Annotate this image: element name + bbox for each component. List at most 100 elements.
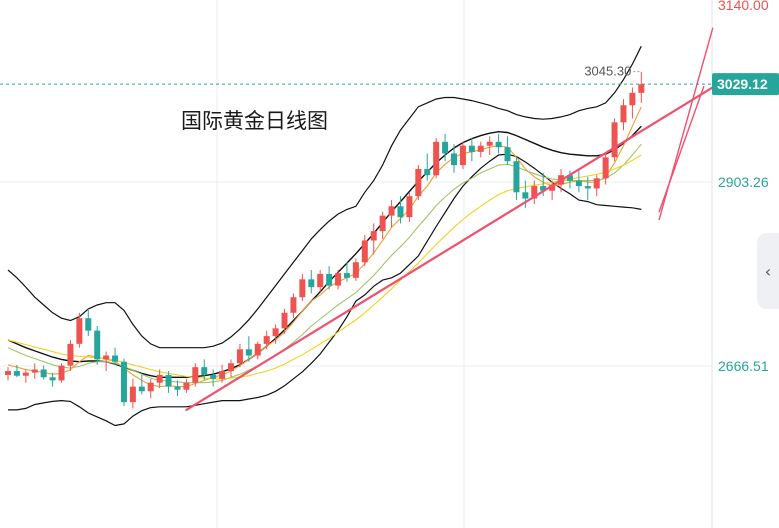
high-marker: 3045.30 xyxy=(584,64,642,79)
candle-body xyxy=(486,141,493,146)
candle xyxy=(290,293,297,319)
candle-body xyxy=(112,355,119,362)
bollinger-bands xyxy=(7,45,642,427)
candle xyxy=(129,378,136,409)
candle xyxy=(138,374,145,395)
candle xyxy=(424,153,431,181)
candle-body xyxy=(263,336,270,344)
candle-body xyxy=(85,318,92,331)
candle xyxy=(486,136,493,156)
candle-body xyxy=(129,386,136,403)
candle xyxy=(94,325,101,365)
candle xyxy=(549,180,556,201)
candle-body xyxy=(58,365,65,381)
candle-body xyxy=(94,330,101,360)
candle-body xyxy=(326,273,333,286)
candle xyxy=(629,87,636,119)
candle xyxy=(13,364,20,378)
candle xyxy=(299,273,306,302)
candle-body xyxy=(602,157,609,179)
candle-body xyxy=(540,186,547,191)
candle xyxy=(201,359,208,381)
candle xyxy=(245,336,252,362)
candle xyxy=(602,153,609,185)
chart-title: 国际黄金日线图 xyxy=(181,109,328,133)
candle xyxy=(575,170,582,193)
candle-body xyxy=(352,262,359,278)
candle-body xyxy=(13,371,20,376)
candle xyxy=(451,144,457,173)
candle xyxy=(379,211,386,239)
candle-body xyxy=(495,141,502,148)
candle xyxy=(58,363,65,383)
candle xyxy=(584,176,591,201)
candle xyxy=(76,312,83,348)
candle-body xyxy=(76,318,83,344)
candle-body xyxy=(236,349,243,364)
candle-body xyxy=(103,355,110,360)
candle xyxy=(210,369,217,387)
candle xyxy=(22,369,29,383)
candle-body xyxy=(611,122,618,158)
y-tick-label: 2903.26 xyxy=(718,174,769,190)
candle-body xyxy=(67,343,74,366)
candle xyxy=(459,141,466,169)
boll-upper-line xyxy=(7,45,642,349)
candle-body xyxy=(22,372,29,376)
collapse-panel-button[interactable]: ‹ xyxy=(757,233,779,309)
boll-mid-line xyxy=(7,125,642,378)
candle-body xyxy=(370,231,377,241)
candle-body xyxy=(40,369,47,378)
candle xyxy=(120,358,127,407)
candle-body xyxy=(620,105,627,123)
candle-body xyxy=(290,297,297,313)
candle-body xyxy=(442,141,449,154)
candle-body xyxy=(138,386,145,392)
candle xyxy=(228,359,234,378)
candle-body xyxy=(245,349,252,356)
trendline-2 xyxy=(658,85,705,213)
candle xyxy=(219,364,226,383)
candle xyxy=(361,235,368,267)
candle-body xyxy=(165,374,172,387)
candle-body xyxy=(415,168,422,197)
candle xyxy=(156,369,163,389)
candle xyxy=(112,347,119,365)
candle xyxy=(183,378,190,393)
candle xyxy=(352,258,359,281)
candle-body xyxy=(49,377,56,381)
y-axis: 3140.00 2903.26 2666.51 xyxy=(718,0,769,374)
y-tick-label: 3140.00 xyxy=(718,0,769,13)
candle xyxy=(611,118,618,162)
candle-body xyxy=(5,371,11,375)
candle-body xyxy=(219,371,226,379)
candle xyxy=(236,343,243,368)
candle-body xyxy=(174,386,181,390)
candle-body xyxy=(593,178,600,189)
candle xyxy=(317,270,324,292)
candle-body xyxy=(228,363,234,372)
candle-body xyxy=(459,145,466,166)
candle-body xyxy=(272,328,279,337)
last-price-tag xyxy=(712,73,779,96)
candle-body xyxy=(210,374,217,379)
candle-body xyxy=(566,175,573,181)
candles xyxy=(5,71,645,409)
candle-body xyxy=(308,279,315,288)
candle-body xyxy=(156,374,163,383)
candle-body xyxy=(192,367,199,383)
candle xyxy=(31,363,38,379)
candle-body xyxy=(343,273,350,278)
candle-body xyxy=(379,215,386,232)
candle xyxy=(566,170,573,189)
candle-body xyxy=(254,343,261,356)
candle xyxy=(477,141,484,158)
candle-body xyxy=(584,186,591,189)
candle xyxy=(103,351,110,372)
candle xyxy=(263,330,270,350)
candle xyxy=(49,372,56,387)
candle-body xyxy=(183,382,190,390)
candle-body xyxy=(31,369,38,373)
candle xyxy=(433,137,440,179)
candle xyxy=(335,270,342,290)
